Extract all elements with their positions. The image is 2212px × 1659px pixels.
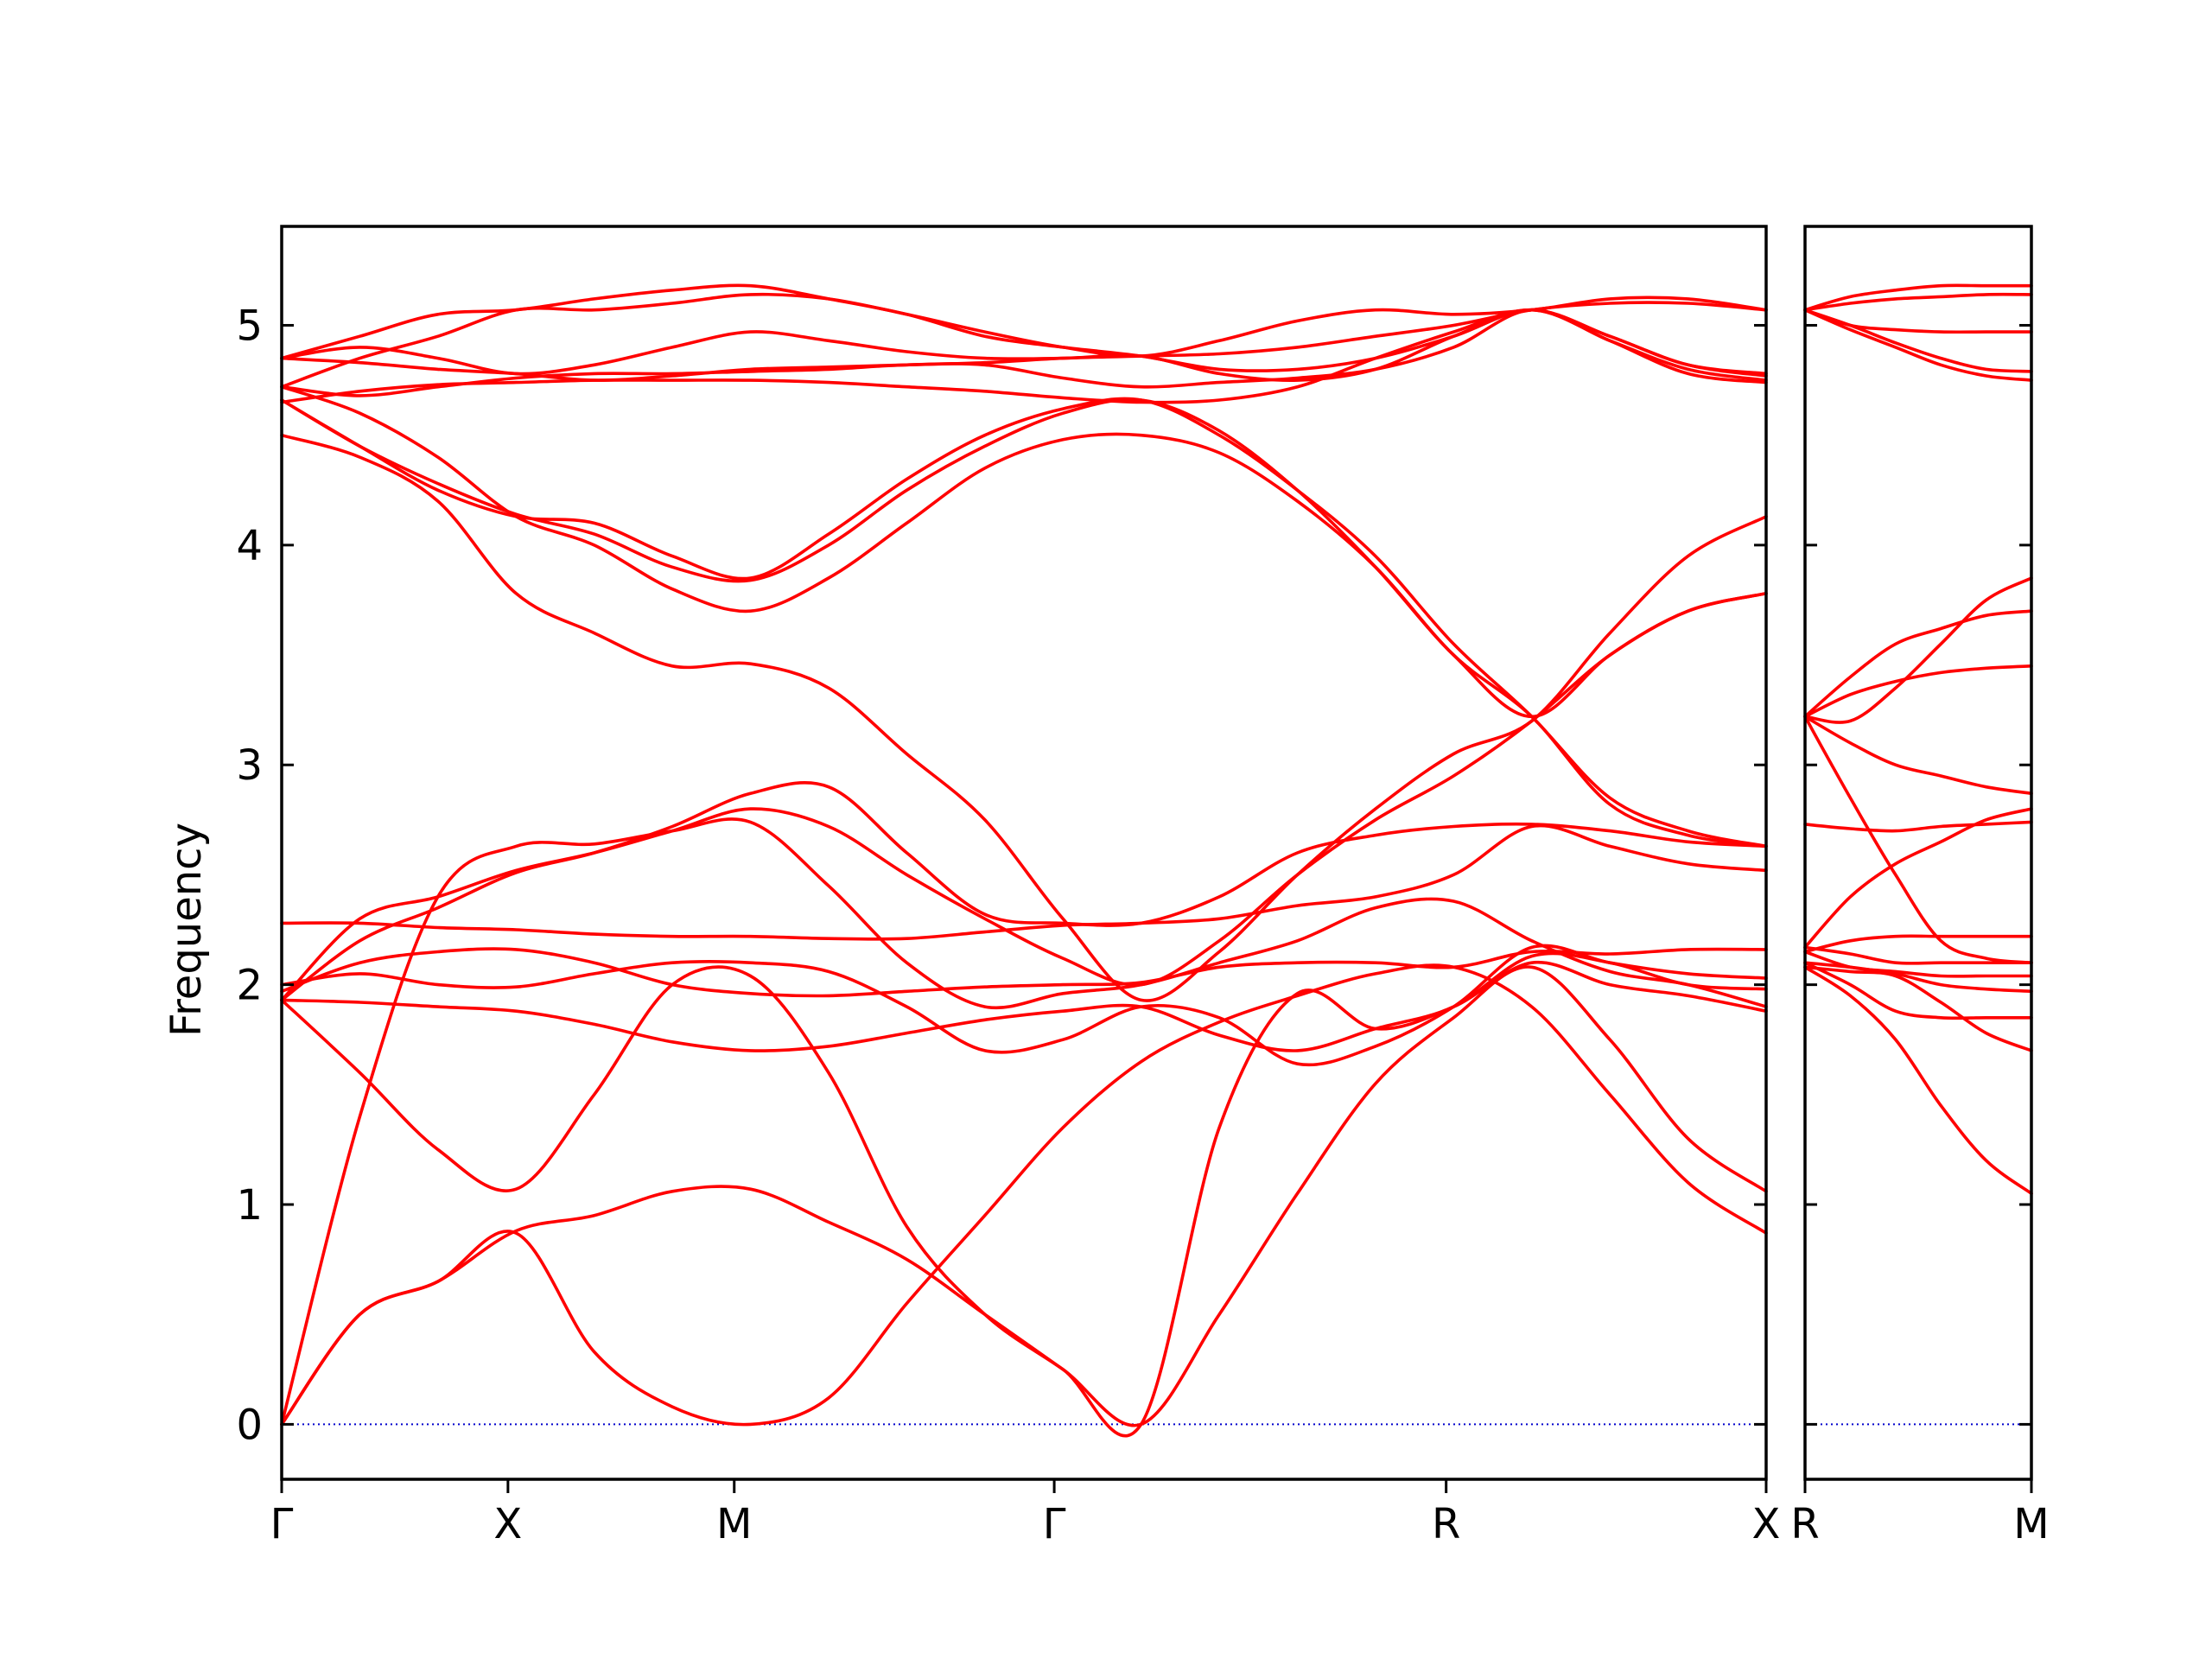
band-line-9 (280, 592, 1768, 1002)
band-line-9 (1803, 807, 2033, 950)
x-tick-label: R (1432, 1500, 1460, 1548)
plot-frame (280, 225, 1768, 1481)
y-tick-label: 0 (236, 1401, 263, 1449)
y-tick-label: 5 (236, 302, 263, 350)
y-tick-label: 2 (236, 962, 263, 1010)
x-tick-label: X (1752, 1500, 1781, 1548)
band-line-13 (280, 397, 1768, 849)
band-line-16 (1803, 292, 2033, 312)
band-line-5 (1803, 950, 2033, 978)
band-line-8 (1803, 820, 2033, 833)
x-tick-label: M (716, 1500, 752, 1548)
band-line-12 (1803, 664, 2033, 719)
band-line-3 (280, 817, 1768, 1427)
x-tick-label: X (493, 1500, 522, 1548)
band-line-3 (1803, 961, 2033, 1020)
y-tick-label: 4 (236, 522, 263, 570)
band-line-10 (1803, 576, 2033, 724)
band-line-12 (280, 397, 1768, 849)
band-line-4 (280, 960, 1768, 1438)
band-line-8 (280, 823, 1768, 941)
band-line-6 (1803, 934, 2033, 954)
y-axis-label: Frequency (162, 823, 211, 1037)
band-line-14 (1803, 715, 2033, 964)
x-tick-label: M (2013, 1500, 2049, 1548)
band-line-14 (280, 385, 1768, 719)
band-line-15 (280, 308, 1768, 404)
band-line-13 (1803, 715, 2033, 796)
band-line-19 (1803, 308, 2033, 382)
plot-frame (1803, 225, 2033, 1481)
band-line-2 (1803, 965, 2033, 1052)
band-line-18 (1803, 308, 2033, 373)
band-line-7 (280, 944, 1768, 1067)
band-line-20 (280, 308, 1768, 385)
x-tick-label: R (1790, 1500, 1819, 1548)
band-line-7 (1803, 945, 2033, 965)
panel-main: 0 1 2 3 4 5 Γ X M Γ R X (236, 225, 1781, 1548)
x-tick-label: Γ (1043, 1500, 1066, 1548)
band-line-1 (1803, 965, 2033, 1196)
band-line-15 (1803, 283, 2033, 312)
band-line-11 (1803, 609, 2033, 719)
band-line-2 (280, 965, 1768, 1427)
x-tick-label: Γ (270, 1500, 294, 1548)
band-line-5 (280, 951, 1768, 1052)
y-tick-label: 3 (236, 741, 263, 790)
band-line-10 (280, 781, 1768, 1002)
band-line-1 (280, 963, 1768, 1427)
band-line-11 (280, 433, 1768, 1002)
y-tick-label: 1 (236, 1181, 263, 1230)
band-line-6 (280, 947, 1768, 998)
